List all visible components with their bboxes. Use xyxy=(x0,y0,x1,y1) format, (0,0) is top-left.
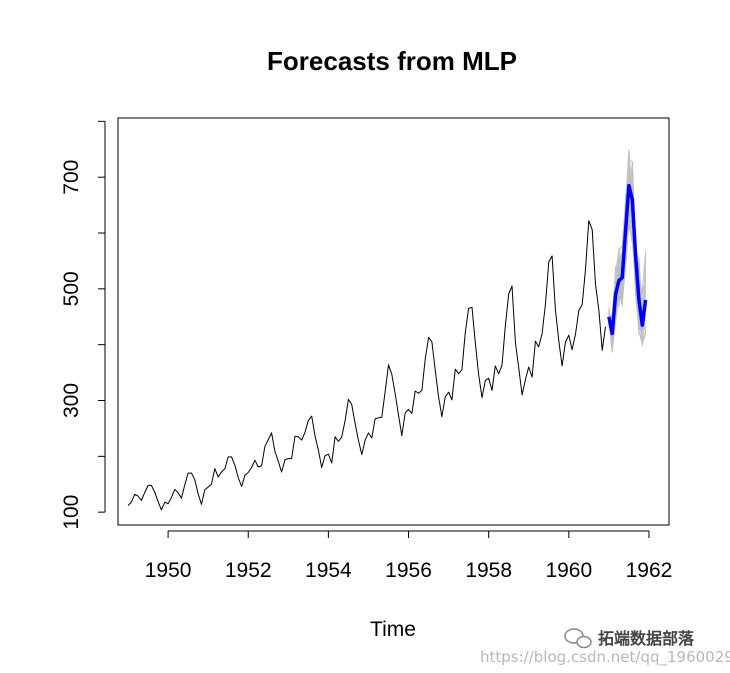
x-tick-label: 1960 xyxy=(545,559,592,582)
plot-area xyxy=(117,117,670,526)
x-tick-label: 1950 xyxy=(145,559,192,582)
x-tick-label: 1962 xyxy=(626,559,673,582)
x-tick-label: 1952 xyxy=(225,559,272,582)
x-tick-label: 1958 xyxy=(465,559,512,582)
x-axis: 1950 1952 1954 1956 1958 1960 1962 xyxy=(145,530,673,582)
x-tick-label: 1954 xyxy=(305,559,352,582)
watermark-url: https://blog.csdn.net/qq_19600291 xyxy=(480,648,730,667)
x-tick-label: 1956 xyxy=(385,559,432,582)
forecast-series-line xyxy=(607,183,648,336)
observed-series-line xyxy=(127,220,606,511)
watermark-brand: 拓端数据部落 xyxy=(598,629,695,648)
series-lines xyxy=(127,183,648,511)
plot-frame xyxy=(117,117,670,526)
y-axis: 100 300 500 700 xyxy=(60,120,106,530)
wechat-icon xyxy=(564,628,592,649)
x-axis-label: Time xyxy=(370,618,416,641)
y-tick-label: 100 xyxy=(60,495,83,530)
y-tick-label: 700 xyxy=(60,160,83,195)
y-tick-label: 300 xyxy=(60,383,83,418)
y-tick-label: 500 xyxy=(60,271,83,306)
chart-title: Forecasts from MLP xyxy=(267,46,517,76)
watermark: 拓端数据部落 https://blog.csdn.net/qq_19600291 xyxy=(480,628,730,667)
